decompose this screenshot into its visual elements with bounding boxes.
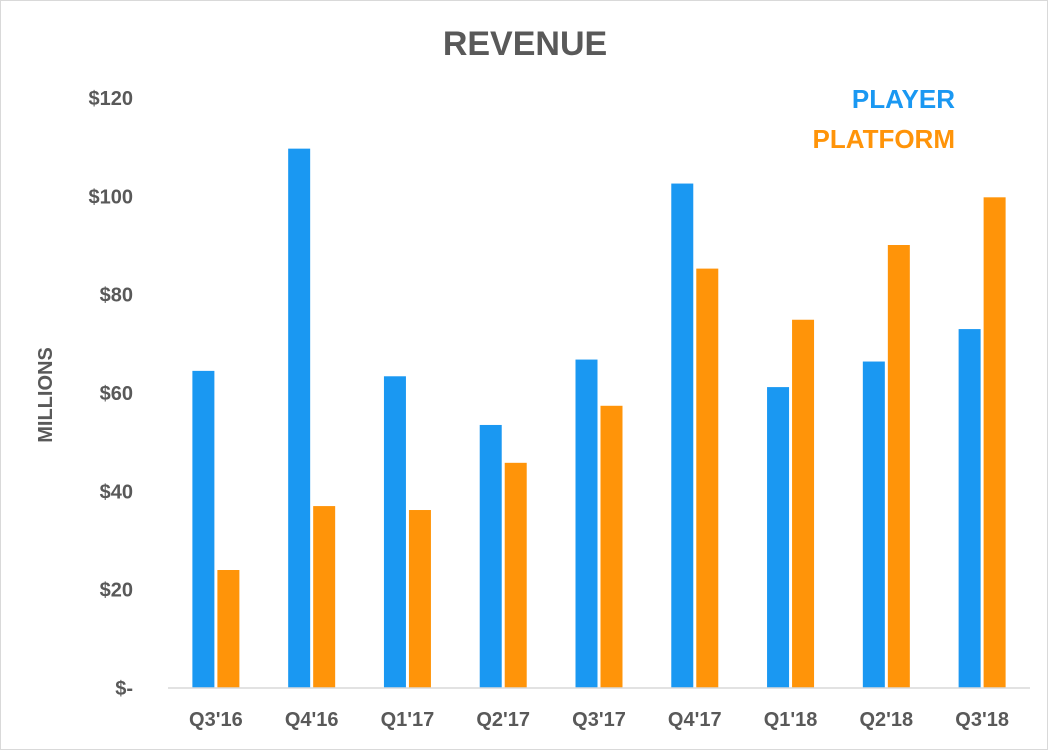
y-axis-ticks: $- $20 $40 $60 $80 $100 $120 [89, 88, 134, 700]
chart-title: REVENUE [443, 25, 607, 63]
x-tick-label: Q3'16 [189, 709, 243, 731]
x-tick-label: Q3'17 [572, 709, 626, 731]
x-tick-label: Q4'17 [668, 709, 722, 731]
legend-platform: PLATFORM [813, 124, 956, 154]
bar-platform-1 [313, 506, 336, 688]
bar-platform-7 [887, 245, 910, 688]
y-axis-label: MILLIONS [35, 347, 57, 443]
x-tick-label: Q1'18 [764, 709, 818, 731]
bar-platform-3 [504, 462, 527, 688]
legend-player: PLAYER [852, 84, 955, 114]
bar-platform-6 [792, 319, 815, 688]
x-tick-label: Q2'17 [476, 709, 530, 731]
bar-player-7 [862, 361, 885, 688]
bar-player-4 [575, 359, 598, 688]
y-tick-label: $- [115, 678, 133, 700]
bar-player-5 [671, 183, 694, 689]
bar-platform-2 [408, 510, 431, 688]
bar-player-0 [192, 370, 215, 688]
x-tick-label: Q1'17 [381, 709, 435, 731]
y-tick-label: $120 [89, 88, 134, 110]
bar-platform-5 [696, 268, 719, 688]
y-tick-label: $100 [89, 186, 134, 208]
bar-player-2 [383, 376, 406, 688]
bar-player-1 [288, 148, 311, 688]
bar-player-3 [479, 424, 502, 688]
bar-player-6 [767, 387, 790, 688]
x-tick-label: Q2'18 [859, 709, 913, 731]
y-tick-label: $20 [100, 580, 133, 602]
bar-platform-4 [600, 405, 623, 688]
bar-player-8 [958, 329, 981, 688]
y-tick-label: $40 [100, 481, 133, 503]
x-tick-label: Q4'16 [285, 709, 339, 731]
bar-platform-8 [983, 197, 1006, 689]
y-tick-label: $80 [100, 285, 133, 307]
bar-platform-0 [217, 570, 240, 688]
x-tick-label: Q3'18 [955, 709, 1009, 731]
y-tick-label: $60 [100, 383, 133, 405]
bars [192, 148, 1006, 689]
x-axis-ticks: Q3'16 Q4'16 Q1'17 Q2'17 Q3'17 Q4'17 Q1'18 Q2'18… [189, 709, 1009, 731]
